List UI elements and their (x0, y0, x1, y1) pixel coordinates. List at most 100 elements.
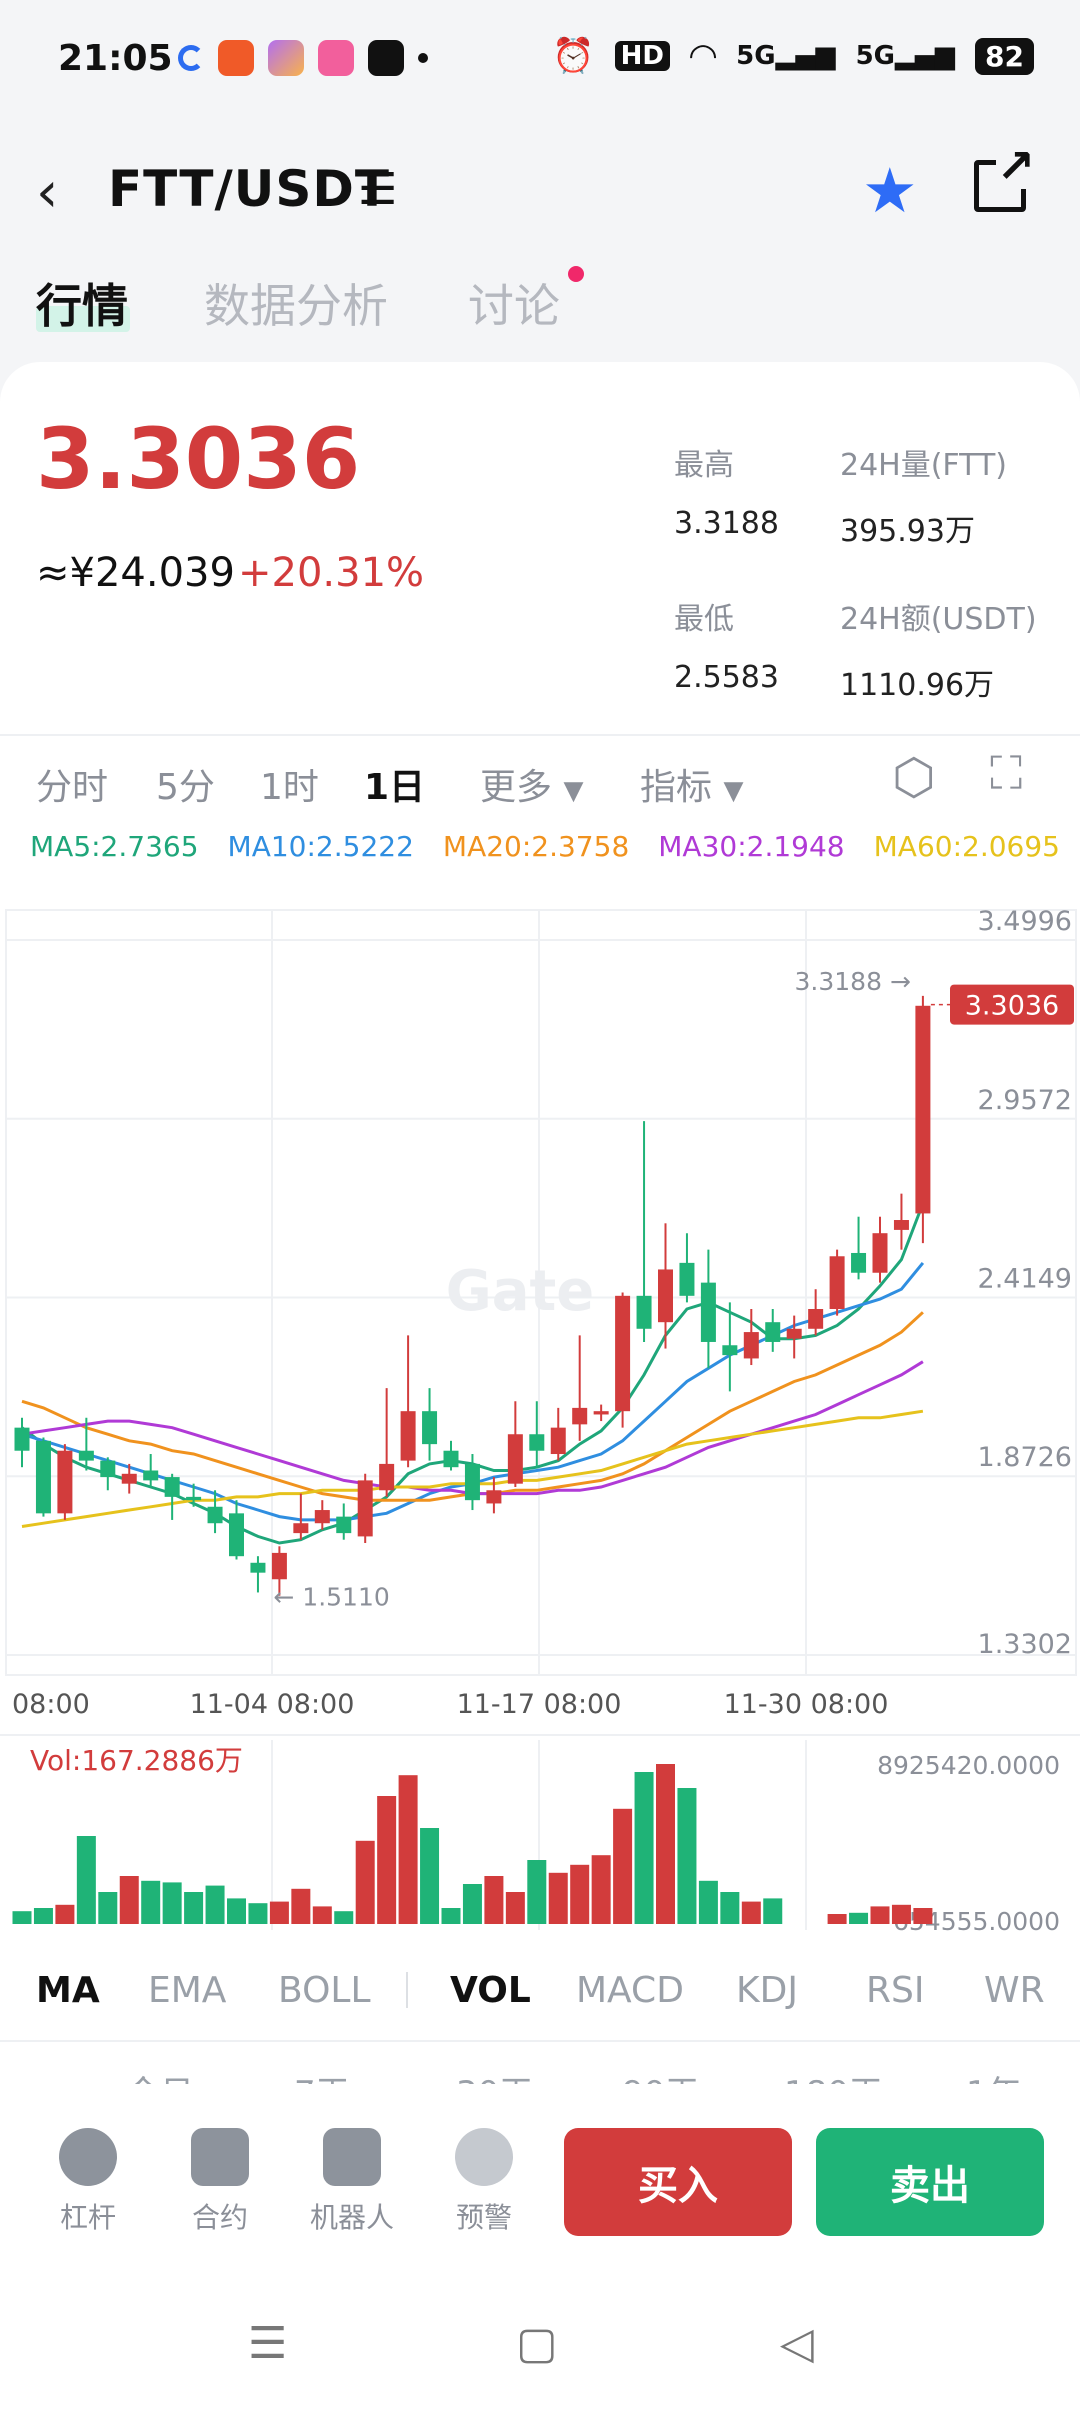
volume-bar (98, 1892, 118, 1924)
volume-bar (76, 1836, 96, 1924)
period-1h[interactable]: 1时 (260, 767, 319, 808)
favorite-star-icon[interactable]: ★ (862, 154, 918, 227)
indicator-ema[interactable]: EMA (148, 1970, 227, 2011)
candle-body (78, 1450, 94, 1461)
sell-button[interactable]: 卖出 (816, 2128, 1044, 2236)
indicator-ma[interactable]: MA (36, 1970, 100, 2011)
tab-market[interactable]: 行情 (36, 279, 128, 333)
dropdown-arrow-icon: ▼ (723, 776, 744, 806)
contract-button[interactable]: 合约 (170, 2128, 270, 2236)
dropdown-arrow-icon: ▼ (563, 776, 584, 806)
candle-body (379, 1463, 395, 1491)
tiktok-icon (368, 40, 404, 76)
candle-body (57, 1450, 73, 1514)
nav-back-icon[interactable]: ◁ (780, 2318, 814, 2369)
indicator-wr[interactable]: WR (984, 1970, 1045, 2011)
fullscreen-icon[interactable]: ⛶ (990, 746, 1023, 800)
indicator-boll[interactable]: BOLL (278, 1970, 371, 2011)
range-180d[interactable]: 180天 (784, 2066, 883, 2084)
volume-bar (377, 1796, 397, 1924)
candle-body (915, 1005, 931, 1214)
candle-body (207, 1506, 223, 1524)
candle-body (400, 1411, 416, 1461)
period-more-label: 更多 (480, 767, 553, 808)
candle-body (229, 1513, 244, 1557)
volume-bar (913, 1908, 933, 1924)
alert-button[interactable]: 预警 (434, 2128, 534, 2236)
range-90d[interactable]: 90天 (622, 2066, 699, 2084)
pair-title[interactable]: FTT/USDT (108, 160, 390, 218)
candle-body (829, 1256, 845, 1310)
leverage-button[interactable]: 杠杆 (38, 2128, 138, 2236)
candle-body (14, 1427, 30, 1451)
volume-bar (527, 1860, 547, 1924)
bot-button[interactable]: 机器人 (302, 2128, 402, 2236)
indicator-vol[interactable]: VOL (450, 1970, 531, 2011)
candle-body (35, 1440, 51, 1514)
battery-indicator: 82 (975, 37, 1034, 75)
high-marker: 3.3188 → (795, 967, 911, 996)
signal-icon: 5G▂▄▆ (855, 41, 956, 71)
x-tick-label: 11-30 08:00 (724, 1689, 889, 1720)
volume-bar (462, 1884, 482, 1924)
signal-label: 5G (736, 41, 776, 71)
buy-button[interactable]: 买入 (564, 2128, 792, 2236)
volume-24h-label: 24H量(FTT) (840, 448, 1007, 483)
range-1y[interactable]: 1年 (966, 2066, 1022, 2084)
volume-bar (870, 1906, 890, 1924)
period-more[interactable]: 更多 ▼ (480, 758, 583, 810)
candle-body (486, 1490, 502, 1504)
app-icon (318, 40, 354, 76)
share-icon[interactable] (974, 143, 1035, 212)
period-1d[interactable]: 1日 (364, 767, 426, 808)
volume-bar (505, 1892, 525, 1924)
volume-bar (656, 1764, 675, 1924)
candle-body (100, 1460, 116, 1478)
tab-underline (36, 306, 130, 332)
range-7d[interactable]: 7天 (294, 2066, 350, 2084)
volume-bar (891, 1904, 911, 1924)
alert-label: 预警 (455, 2201, 512, 2234)
volume-bar (677, 1788, 697, 1924)
nav-home-icon[interactable]: ▢ (516, 2318, 558, 2369)
y-tick-label: 2.4149 (978, 1264, 1072, 1295)
y-tick-label: 1.8726 (978, 1442, 1072, 1473)
volume-bar (227, 1898, 246, 1924)
candle-body (636, 1295, 652, 1329)
indicator-rsi[interactable]: RSI (866, 1970, 925, 2011)
status-indicators: ⏰ HD ◠ 5G▂▄▆ 5G▂▄▆ 82 (552, 36, 1034, 76)
list-icon[interactable]: ☰ (358, 164, 398, 215)
tab-discussion[interactable]: 讨论 (468, 279, 560, 333)
candlestick-chart[interactable]: 3.4996 2.9572 2.4149 1.8726 1.3302 Gate 08:00 1… (0, 890, 1080, 1940)
nav-menu-icon[interactable]: ☰ (248, 2318, 288, 2369)
alarm-icon: ⏰ (552, 36, 595, 76)
volume-max-label: 8925420.0000 (877, 1751, 1060, 1780)
hd-icon: HD (614, 41, 670, 71)
indicator-macd[interactable]: MACD (576, 1970, 684, 2011)
candle-body (422, 1411, 438, 1445)
candle-body (743, 1332, 759, 1359)
settings-hexagon-icon[interactable]: ⬡ (892, 748, 936, 806)
divider (0, 2040, 1080, 2042)
tab-data-analysis[interactable]: 数据分析 (204, 279, 388, 333)
volume-bar (184, 1892, 204, 1924)
low-label: 最低 (674, 602, 734, 637)
volume-bar (205, 1885, 225, 1924)
x-tick-label: 08:00 (12, 1689, 90, 1720)
app-icon (218, 40, 254, 76)
indicator-menu[interactable]: 指标 ▼ (640, 758, 743, 810)
volume-bar (741, 1901, 761, 1924)
back-icon[interactable]: ‹ (36, 160, 59, 225)
candle-body (250, 1562, 266, 1573)
range-today[interactable]: 今日 (126, 2066, 194, 2084)
candle-body (507, 1434, 523, 1484)
indicator-kdj[interactable]: KDJ (736, 1970, 798, 2011)
period-timeline[interactable]: 分时 (36, 767, 109, 808)
volume-bar (613, 1808, 633, 1924)
period-5m[interactable]: 5分 (156, 767, 215, 808)
range-30d[interactable]: 30天 (456, 2066, 533, 2084)
cny-price: ≈¥24.039 (36, 550, 235, 596)
volume-bar (634, 1772, 654, 1924)
divider (0, 734, 1080, 736)
volume-bar (484, 1876, 504, 1924)
